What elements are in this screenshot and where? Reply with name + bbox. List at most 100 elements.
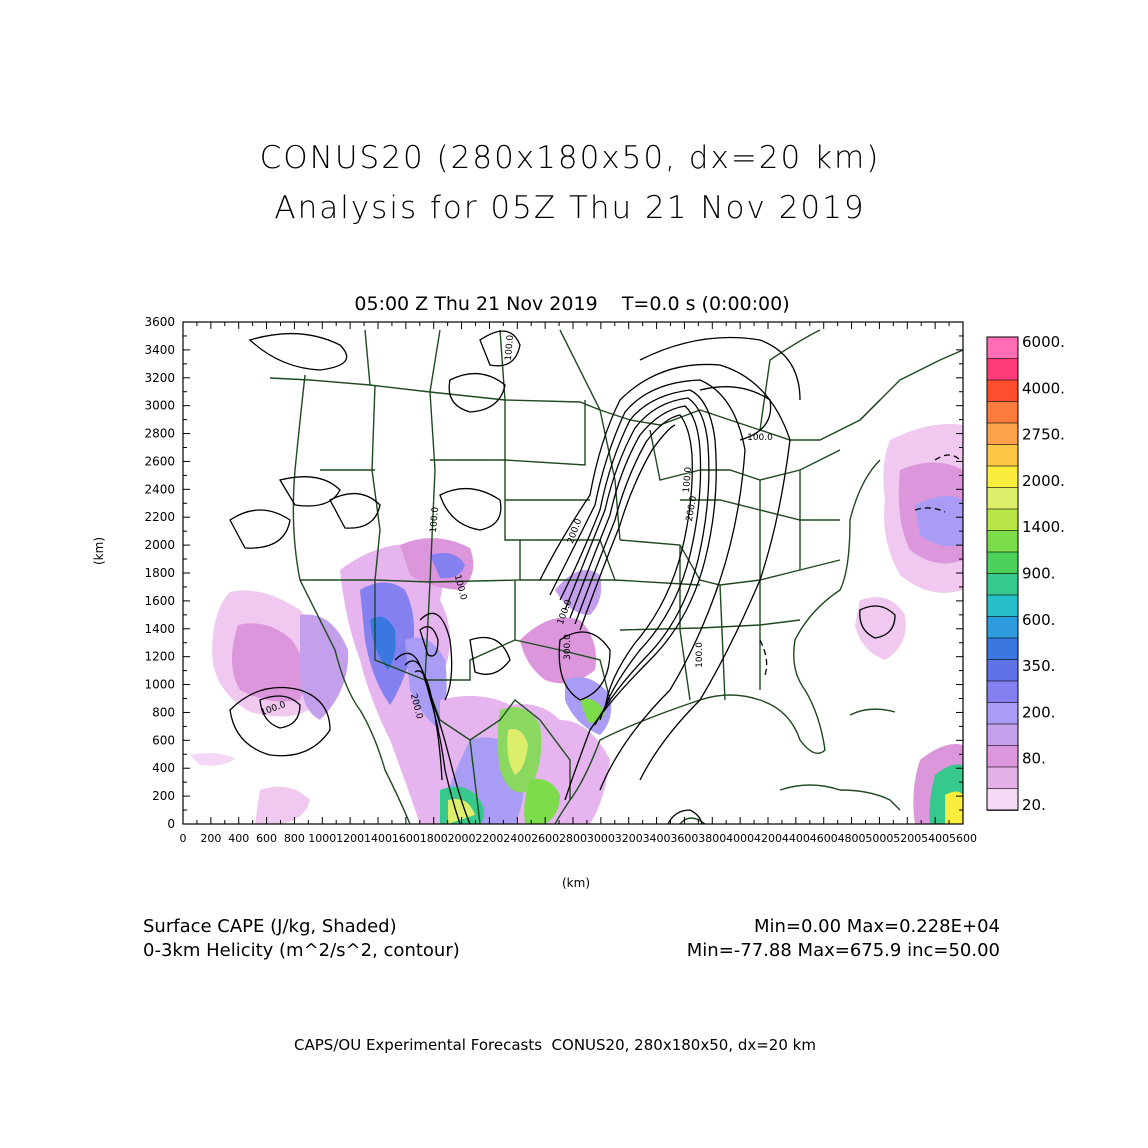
- colorbar: 6000. 4000. 2750. 2000. 1400. 900. 600. 350. 200…: [986, 333, 1065, 814]
- colorbar-swatch: [986, 616, 1019, 639]
- x-tick-label: 1000: [308, 832, 336, 845]
- negative-helicity-contours: [759, 454, 961, 676]
- contour-label: 100.0: [429, 506, 441, 533]
- cape-variable-label: Surface CAPE (J/kg, Shaded): [143, 916, 397, 937]
- y-tick-label: 2000: [144, 538, 175, 552]
- helicity-contours: [229, 330, 896, 824]
- y-tick-label: 1600: [144, 594, 175, 608]
- x-tick-label: 5400: [921, 832, 949, 845]
- credit-line: CAPS/OU Experimental Forecasts CONUS20, …: [294, 1036, 816, 1054]
- colorbar-swatch: [986, 465, 1019, 489]
- figure-title: CONUS20 (280x180x50, dx=20 km): [259, 140, 881, 176]
- colorbar-label: 350.: [1022, 657, 1055, 675]
- x-tick-label: 3800: [698, 832, 726, 845]
- colorbar-swatch: [986, 508, 1019, 532]
- x-tick-label: 5200: [893, 832, 921, 845]
- x-tick-label: 2200: [475, 832, 503, 845]
- colorbar-label: 4000.: [1022, 379, 1065, 397]
- cape-stats: Min=0.00 Max=0.228E+04: [753, 916, 1000, 937]
- colorbar-swatch: [986, 336, 1019, 360]
- colorbar-swatch: [986, 702, 1019, 725]
- x-tick-label: 4600: [810, 832, 838, 845]
- x-tick-label: 2600: [531, 832, 559, 845]
- x-tick-label: 5000: [865, 832, 893, 845]
- y-axis-label: (km): [92, 536, 106, 565]
- y-tick-label: 1000: [144, 678, 175, 692]
- y-tick-label: 3400: [144, 343, 175, 357]
- x-tick-label: 2000: [448, 832, 476, 845]
- y-tick-label: 2200: [144, 510, 175, 524]
- y-tick-label: 1400: [144, 622, 175, 636]
- contour-label: 100.0: [682, 466, 694, 493]
- colorbar-swatch: [986, 637, 1019, 661]
- x-tick-label: 2400: [503, 832, 531, 845]
- y-tick-label: 2600: [144, 454, 175, 468]
- colorbar-label: 2000.: [1022, 472, 1065, 490]
- y-tick-label: 2800: [144, 427, 175, 441]
- x-tick-label: 1600: [392, 832, 420, 845]
- x-tick-label: 3600: [670, 832, 698, 845]
- x-tick-label: 0: [180, 832, 187, 845]
- y-tick-label: 400: [152, 761, 175, 775]
- y-tick-label: 1200: [144, 650, 175, 664]
- colorbar-label: 6000.: [1022, 333, 1065, 351]
- colorbar-swatch: [986, 358, 1019, 381]
- x-tick-label: 400: [228, 832, 249, 845]
- contour-label: 100.0: [504, 334, 516, 361]
- colorbar-swatch: [986, 723, 1019, 747]
- helicity-stats: Min=-77.88 Max=675.9 inc=50.00: [686, 940, 1000, 961]
- x-tick-label: 200: [200, 832, 221, 845]
- x-tick-label: 2800: [559, 832, 587, 845]
- colorbar-swatch: [986, 551, 1019, 575]
- colorbar-swatch: [986, 422, 1019, 446]
- x-tick-label: 3000: [587, 832, 615, 845]
- x-tick-label: 4400: [782, 832, 810, 845]
- colorbar-swatch: [986, 530, 1019, 553]
- colorbar-swatch: [986, 788, 1019, 811]
- y-tick-label: 0: [167, 817, 175, 831]
- colorbar-swatch: [986, 573, 1019, 596]
- y-tick-label: 3000: [144, 399, 175, 413]
- colorbar-swatch: [986, 745, 1019, 768]
- y-tick-label: 600: [152, 733, 175, 747]
- colorbar-label: 20.: [1022, 796, 1046, 814]
- geographic-boundaries: [269, 329, 963, 824]
- colorbar-swatch: [986, 594, 1019, 618]
- colorbar-swatch: [986, 379, 1019, 403]
- x-tick-label: 4200: [754, 832, 782, 845]
- contour-label: 200.0: [685, 495, 699, 522]
- x-tick-label: 1200: [336, 832, 364, 845]
- x-tick-label: 600: [256, 832, 277, 845]
- y-tick-label: 1800: [144, 566, 175, 580]
- contour-label: 300.0: [563, 634, 573, 660]
- contour-label: 100.0: [747, 433, 773, 443]
- y-tick-label: 200: [152, 789, 175, 803]
- x-tick-label: 4000: [726, 832, 754, 845]
- colorbar-swatch: [986, 401, 1019, 424]
- x-tick-label: 1800: [420, 832, 448, 845]
- x-tick-label: 3200: [615, 832, 643, 845]
- valid-time-label: 05:00 Z Thu 21 Nov 2019 T=0.0 s (0:00:00…: [354, 293, 790, 315]
- y-tick-label: 800: [152, 705, 175, 719]
- helicity-variable-label: 0-3km Helicity (m^2/s^2, contour): [143, 940, 460, 961]
- colorbar-label: 200.: [1022, 703, 1055, 721]
- colorbar-swatch: [986, 680, 1019, 704]
- colorbar-swatch: [986, 487, 1019, 510]
- figure-subtitle: Analysis for 05Z Thu 21 Nov 2019: [274, 190, 866, 226]
- colorbar-label: 900.: [1022, 565, 1055, 583]
- colorbar-label: 600.: [1022, 611, 1055, 629]
- colorbar-swatch: [986, 766, 1019, 790]
- y-tick-label: 3200: [144, 371, 175, 385]
- x-tick-label: 5600: [949, 832, 977, 845]
- cape-shading: [190, 424, 963, 824]
- x-tick-label: 1400: [364, 832, 392, 845]
- colorbar-swatch: [986, 659, 1019, 682]
- colorbar-label: 2750.: [1022, 426, 1065, 444]
- y-tick-label: 2400: [144, 482, 175, 496]
- x-tick-label: 3400: [643, 832, 671, 845]
- colorbar-label: 1400.: [1022, 518, 1065, 536]
- colorbar-label: 80.: [1022, 750, 1046, 768]
- axis-ticks: 0 200 400 600 800 1000 1200 1400 1600 1800 2000 220…: [144, 315, 977, 845]
- x-axis-label: (km): [562, 876, 591, 890]
